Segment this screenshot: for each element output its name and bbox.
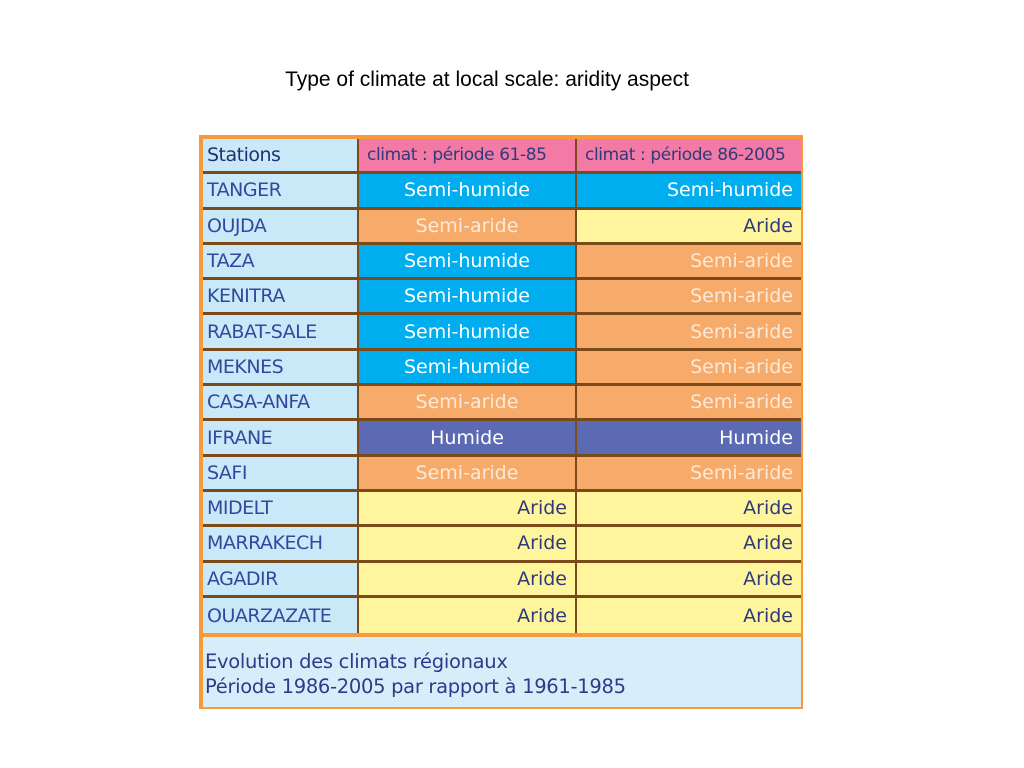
climate-cell-1961-1985: Aride: [359, 491, 575, 528]
station-name: CASA-ANFA: [203, 386, 357, 422]
climate-grid: Stations climat : période 61-85 climat :…: [203, 139, 801, 634]
climate-cell-1986-2005: Semi-aride: [577, 315, 801, 351]
climate-cell-1986-2005: Semi-aride: [577, 280, 801, 316]
climate-cell-1986-2005: Aride: [577, 209, 801, 245]
station-name: TANGER: [203, 174, 357, 210]
station-name: RABAT-SALE: [203, 315, 357, 351]
station-name: IFRANE: [203, 421, 357, 457]
climate-cell-1961-1985: Semi-aride: [359, 386, 575, 422]
climate-cell-1986-2005: Semi-aride: [577, 386, 801, 422]
slide-title: Type of climate at local scale: aridity …: [285, 68, 689, 91]
station-name: MARRAKECH: [203, 527, 357, 563]
climate-cell-1961-1985: Semi-humide: [359, 244, 575, 281]
climate-cell-1961-1985: Semi-humide: [359, 350, 575, 387]
table-caption: Evolution des climats régionaux Période …: [203, 637, 801, 707]
climate-cell-1961-1985: Humide: [359, 421, 575, 457]
header-stations: Stations: [203, 139, 357, 175]
climate-cell-1986-2005: Aride: [577, 597, 801, 634]
climate-cell-1961-1985: Semi-aride: [359, 209, 575, 245]
climate-cell-1986-2005: Semi-aride: [577, 244, 801, 281]
station-name: OUARZAZATE: [203, 597, 357, 634]
climate-table: Stations climat : période 61-85 climat :…: [199, 135, 803, 709]
climate-cell-1961-1985: Semi-humide: [359, 280, 575, 316]
climate-cell-1961-1985: Aride: [359, 562, 575, 598]
caption-line-2: Période 1986-2005 par rapport à 1961-198…: [205, 675, 626, 698]
header-period-1986-2005: climat : période 86-2005: [577, 139, 801, 175]
station-name: AGADIR: [203, 562, 357, 598]
station-name: OUJDA: [203, 209, 357, 245]
climate-cell-1986-2005: Aride: [577, 491, 801, 528]
climate-cell-1961-1985: Semi-humide: [359, 315, 575, 351]
climate-cell-1986-2005: Semi-humide: [577, 174, 801, 210]
climate-cell-1986-2005: Humide: [577, 421, 801, 457]
climate-cell-1986-2005: Aride: [577, 527, 801, 563]
climate-cell-1986-2005: Semi-aride: [577, 456, 801, 492]
station-name: TAZA: [203, 244, 357, 281]
header-period-1961-1985: climat : période 61-85: [359, 139, 575, 175]
station-name: SAFI: [203, 456, 357, 492]
station-name: KENITRA: [203, 280, 357, 316]
station-name: MEKNES: [203, 350, 357, 387]
climate-cell-1986-2005: Semi-aride: [577, 350, 801, 387]
climate-cell-1986-2005: Aride: [577, 562, 801, 598]
climate-cell-1961-1985: Aride: [359, 597, 575, 634]
station-name: MIDELT: [203, 491, 357, 528]
caption-line-1: Evolution des climats régionaux: [205, 650, 508, 673]
climate-cell-1961-1985: Semi-humide: [359, 174, 575, 210]
climate-cell-1961-1985: Semi-aride: [359, 456, 575, 492]
climate-cell-1961-1985: Aride: [359, 527, 575, 563]
